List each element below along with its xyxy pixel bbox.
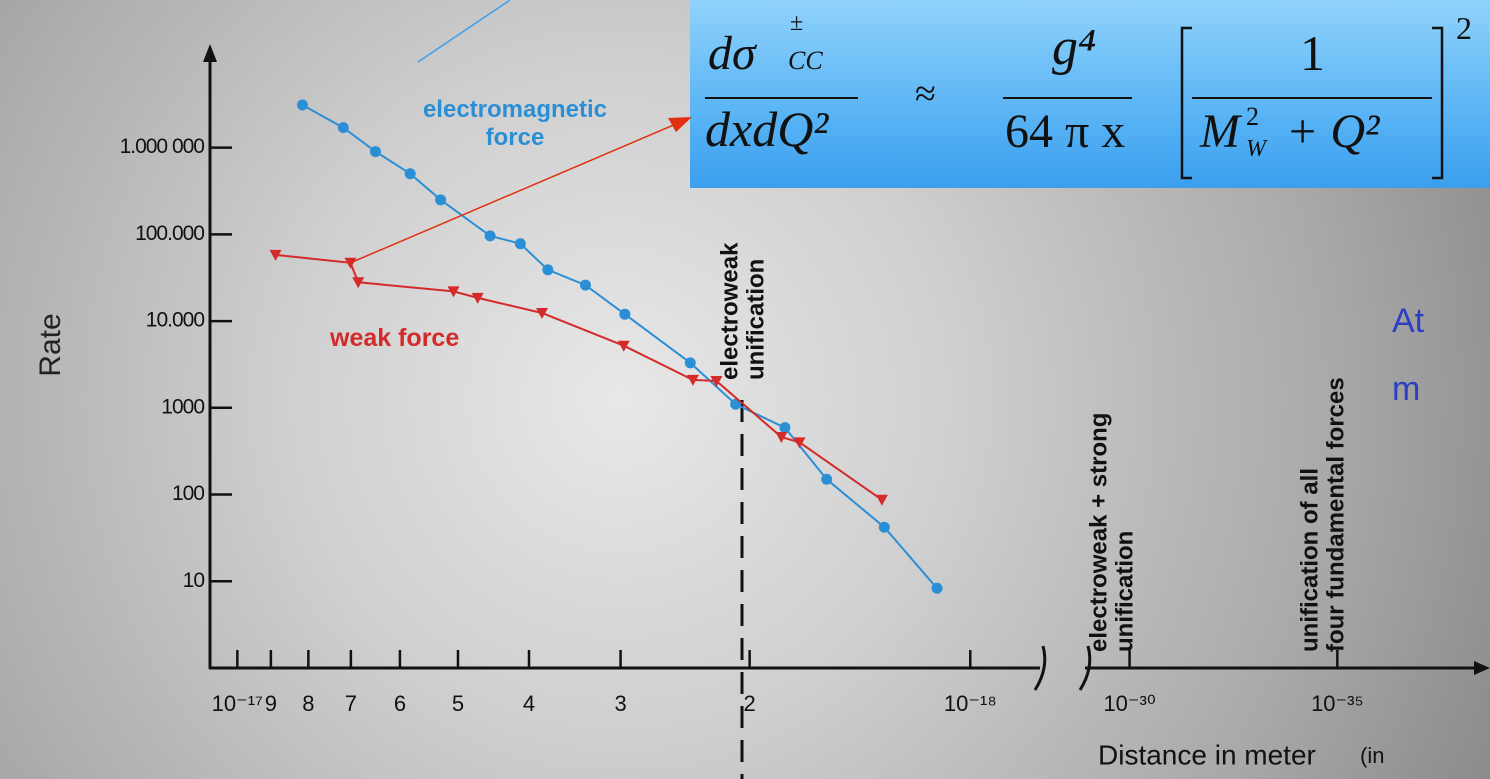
formula-text: 64 π x: [1005, 105, 1126, 158]
x-tick-label: 3: [614, 691, 626, 716]
x-tick-label: 10⁻³⁵: [1311, 691, 1364, 716]
arrow-head: [668, 117, 692, 132]
annotation: electroweak + strong: [1085, 413, 1112, 652]
x-tick-label: 10⁻³⁰: [1103, 691, 1155, 716]
data-point: [484, 230, 496, 242]
formula-text: W: [1246, 136, 1266, 162]
annotation: unification of all: [1296, 468, 1323, 652]
data-point: [296, 99, 308, 111]
x-tick-label: 6: [394, 691, 406, 716]
data-point: [404, 168, 416, 180]
formula-box: [690, 0, 1490, 188]
bracket: [1180, 26, 1192, 180]
data-point: [775, 432, 788, 444]
data-point: [617, 340, 630, 352]
data-point: [471, 292, 484, 304]
bracket: [1432, 26, 1444, 180]
y-tick-label: 1000: [161, 395, 204, 418]
data-point: [779, 422, 791, 434]
annotation: unification: [742, 259, 769, 380]
formula-text: 1: [1300, 25, 1325, 81]
x-tick-label: 10⁻¹⁸: [944, 691, 997, 716]
x-tick-label: 9: [265, 691, 277, 716]
data-point: [875, 494, 888, 506]
data-point: [619, 308, 631, 320]
annotation: four fundamental forces: [1322, 377, 1349, 652]
annotation: unification: [1111, 531, 1138, 652]
formula-text: + Q²: [1286, 105, 1380, 158]
annotation: electroweak: [716, 242, 743, 380]
y-tick-label: 10.000: [146, 309, 205, 332]
y-tick-label: 100.000: [135, 222, 204, 245]
data-point: [447, 286, 460, 298]
data-point: [435, 194, 447, 206]
data-point: [337, 122, 349, 134]
formula-text: ±: [790, 10, 804, 36]
pointer-line: [417, 0, 511, 63]
side-text: m: [1392, 370, 1421, 408]
formula-text: M: [1200, 105, 1240, 158]
data-point: [535, 307, 548, 319]
series-label: electromagnetic force: [422, 96, 608, 151]
y-axis-label: Rate: [34, 313, 67, 376]
y-tick-label: 10: [183, 569, 205, 592]
data-point: [514, 238, 526, 250]
y-tick-label: 1.000 000: [120, 135, 205, 158]
x-axis-arrow: [1474, 661, 1490, 675]
series-line: [301, 104, 938, 589]
data-point: [710, 375, 723, 387]
x-axis-label-suffix: (in: [1360, 743, 1384, 768]
y-axis-arrow: [203, 44, 217, 62]
formula-text: dxdQ²: [705, 101, 829, 157]
data-point: [579, 279, 591, 291]
x-tick-label: 5: [452, 691, 464, 716]
data-point: [269, 249, 282, 261]
data-point: [352, 277, 365, 289]
formula-text: g⁴: [1052, 19, 1097, 76]
data-point: [684, 357, 696, 369]
data-point: [369, 146, 381, 158]
x-axis-label: Distance in meter: [1098, 739, 1316, 770]
series-label: weak force: [330, 324, 460, 352]
pointer-arrow: [349, 123, 677, 264]
data-point: [878, 521, 890, 533]
x-tick-label: 8: [302, 691, 314, 716]
formula-text: 2: [1456, 10, 1472, 46]
formula-text: dσ: [708, 27, 756, 80]
data-point: [793, 437, 806, 449]
data-point: [821, 473, 833, 485]
formula-text: 2: [1246, 102, 1259, 131]
y-tick-label: 100: [172, 482, 204, 505]
x-tick-label: 4: [523, 691, 535, 716]
axis-break: [1033, 645, 1047, 691]
x-tick-label: 7: [345, 691, 357, 716]
data-point: [542, 264, 554, 276]
data-point: [686, 374, 699, 386]
x-tick-label: 2: [744, 691, 756, 716]
formula-text: CC: [788, 46, 823, 75]
data-point: [931, 582, 943, 594]
side-text: At: [1392, 302, 1425, 340]
data-point: [730, 398, 742, 410]
x-tick-label: 10⁻¹⁷: [212, 691, 263, 716]
formula-text: ≈: [915, 73, 936, 115]
